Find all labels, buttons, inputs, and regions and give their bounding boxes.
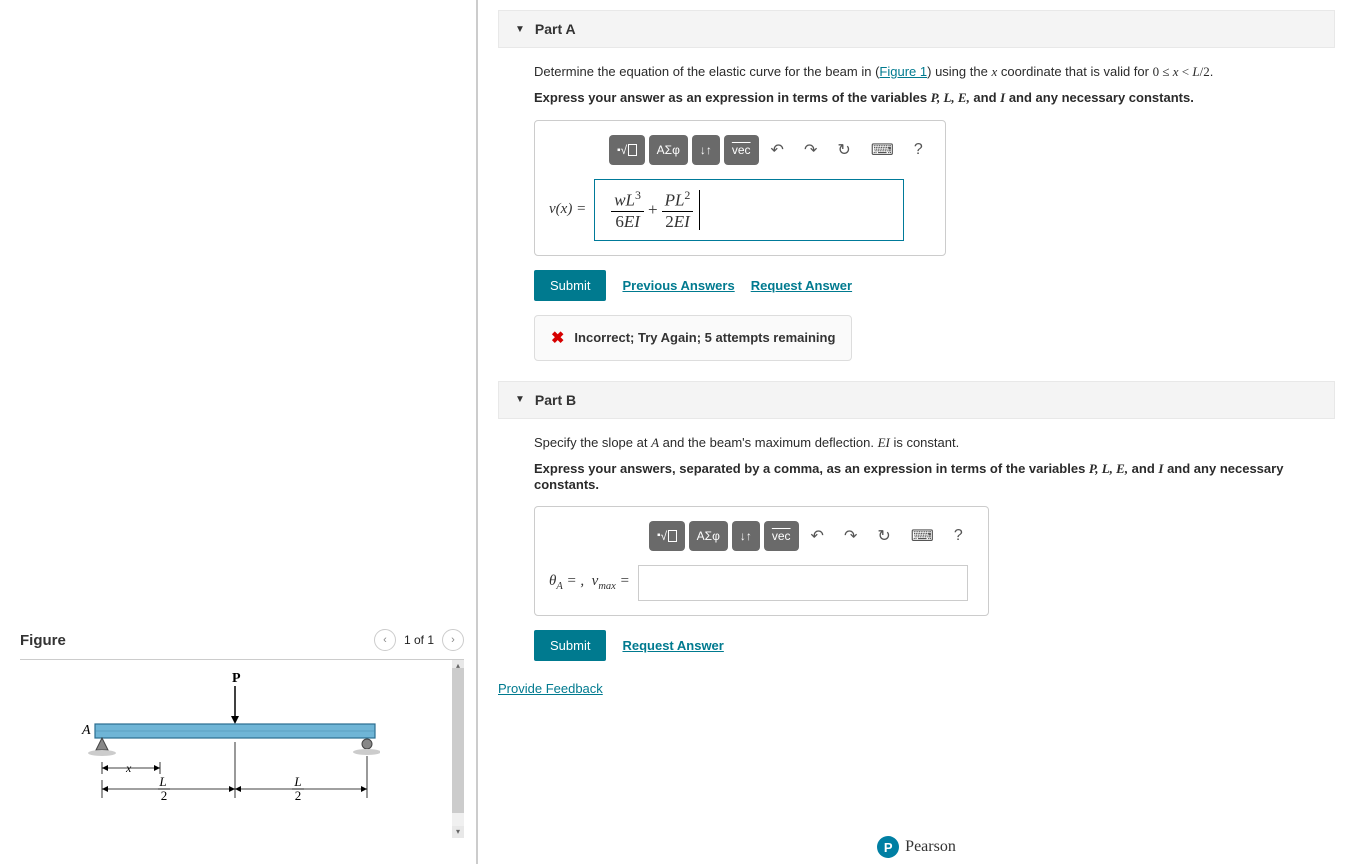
part-a-title: Part A	[535, 21, 576, 37]
feedback-box: ✖ Incorrect; Try Again; 5 attempts remai…	[534, 315, 852, 361]
part-a-question: Determine the equation of the elastic cu…	[534, 64, 1335, 80]
request-answer-link-a[interactable]: Request Answer	[751, 278, 852, 293]
right-panel: ▼ Part A Determine the equation of the e…	[478, 0, 1355, 864]
pearson-icon: P	[877, 836, 899, 858]
figure-content: P A B	[20, 664, 464, 834]
reset-button[interactable]: ↻	[869, 521, 898, 551]
provide-feedback-row: Provide Feedback	[498, 681, 1355, 696]
eq-lhs-b: θA = , vmax =	[549, 573, 630, 592]
pearson-text: Pearson	[905, 838, 956, 856]
figure-section: Figure ‹ 1 of 1 › P A	[20, 629, 464, 834]
eq-lhs-a: v(x) =	[549, 201, 586, 218]
part-b-body: Specify the slope at A and the beam's ma…	[498, 419, 1335, 661]
part-a-header[interactable]: ▼ Part A	[498, 10, 1335, 48]
footer: P Pearson	[478, 830, 1355, 864]
scrollbar-thumb[interactable]	[452, 668, 464, 813]
redo-button[interactable]: ↷	[836, 521, 865, 551]
equation-input-a[interactable]: wL3 6EI + PL2 2EI	[594, 179, 904, 241]
part-a-actions: Submit Previous Answers Request Answer	[534, 270, 1335, 301]
scripts-button[interactable]: ↓↑	[692, 135, 720, 165]
figure-next-button[interactable]: ›	[442, 629, 464, 651]
svg-text:2: 2	[295, 788, 302, 803]
keyboard-button[interactable]: ⌨	[863, 135, 902, 165]
svg-text:L: L	[293, 774, 301, 789]
equation-toolbar-b: ▪√ ΑΣφ ↓↑ vec ↶ ↷ ↻ ⌨ ?	[649, 521, 971, 551]
part-b-answer-row: θA = , vmax =	[549, 565, 974, 601]
templates-button[interactable]: ▪√	[649, 521, 685, 551]
help-button[interactable]: ?	[946, 521, 971, 551]
part-b-section: ▼ Part B Specify the slope at A and the …	[498, 381, 1335, 661]
part-a-body: Determine the equation of the elastic cu…	[498, 48, 1335, 361]
equation-toolbar-a: ▪√ ΑΣφ ↓↑ vec ↶ ↷ ↻ ⌨ ?	[609, 135, 931, 165]
reset-button[interactable]: ↻	[829, 135, 858, 165]
part-a-answer-row: v(x) = wL3 6EI + PL2 2EI	[549, 179, 931, 241]
figure-counter: 1 of 1	[404, 633, 434, 647]
previous-answers-link[interactable]: Previous Answers	[622, 278, 734, 293]
figure-header: Figure ‹ 1 of 1 ›	[20, 629, 464, 660]
submit-button-a[interactable]: Submit	[534, 270, 606, 301]
part-a-section: ▼ Part A Determine the equation of the e…	[498, 10, 1335, 361]
feedback-text: Incorrect; Try Again; 5 attempts remaini…	[574, 330, 835, 345]
part-b-header[interactable]: ▼ Part B	[498, 381, 1335, 419]
vec-button[interactable]: vec	[764, 521, 799, 551]
svg-text:2: 2	[161, 788, 168, 803]
figure-title: Figure	[20, 632, 66, 649]
incorrect-icon: ✖	[551, 328, 564, 348]
submit-button-b[interactable]: Submit	[534, 630, 606, 661]
redo-button[interactable]: ↷	[796, 135, 825, 165]
part-b-title: Part B	[535, 392, 576, 408]
app-container: Figure ‹ 1 of 1 › P A	[0, 0, 1355, 864]
support-label-a: A	[81, 723, 91, 738]
help-button[interactable]: ?	[906, 135, 931, 165]
pearson-logo: P Pearson	[877, 836, 956, 858]
load-label-p: P	[232, 671, 241, 686]
part-b-answer-box: ▪√ ΑΣφ ↓↑ vec ↶ ↷ ↻ ⌨ ? θA = , vmax =	[534, 506, 989, 616]
templates-button[interactable]: ▪√	[609, 135, 645, 165]
part-b-question: Specify the slope at A and the beam's ma…	[534, 435, 1335, 451]
greek-button[interactable]: ΑΣφ	[649, 135, 688, 165]
figure-scrollbar[interactable]: ▴ ▾	[452, 664, 464, 834]
scroll-down-icon[interactable]: ▾	[452, 826, 464, 838]
equation-input-b[interactable]	[638, 565, 968, 601]
greek-button[interactable]: ΑΣφ	[689, 521, 728, 551]
part-a-answer-box: ▪√ ΑΣφ ↓↑ vec ↶ ↷ ↻ ⌨ ? v(x) =	[534, 120, 946, 256]
request-answer-link-b[interactable]: Request Answer	[622, 638, 723, 653]
left-panel: Figure ‹ 1 of 1 › P A	[0, 0, 478, 864]
collapse-icon: ▼	[515, 394, 525, 405]
part-a-instruction: Express your answer as an expression in …	[534, 90, 1335, 106]
provide-feedback-link[interactable]: Provide Feedback	[498, 681, 603, 696]
beam-diagram: P A B	[20, 664, 380, 824]
vec-button[interactable]: vec	[724, 135, 759, 165]
undo-button[interactable]: ↶	[803, 521, 832, 551]
keyboard-button[interactable]: ⌨	[903, 521, 942, 551]
undo-button[interactable]: ↶	[763, 135, 792, 165]
part-b-actions: Submit Request Answer	[534, 630, 1335, 661]
svg-text:L: L	[158, 774, 166, 789]
figure-nav: ‹ 1 of 1 ›	[374, 629, 464, 651]
figure-prev-button[interactable]: ‹	[374, 629, 396, 651]
scripts-button[interactable]: ↓↑	[732, 521, 760, 551]
text-cursor	[699, 190, 700, 230]
figure-link[interactable]: Figure 1	[879, 64, 927, 79]
part-b-instruction: Express your answers, separated by a com…	[534, 461, 1335, 492]
dim-x: x	[125, 761, 132, 775]
collapse-icon: ▼	[515, 24, 525, 35]
